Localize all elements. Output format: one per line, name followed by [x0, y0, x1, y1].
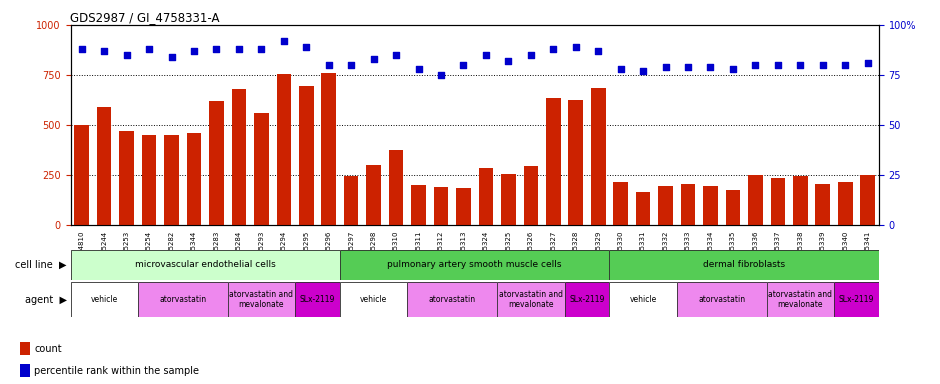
- Point: [726, 66, 741, 72]
- Point: [411, 66, 426, 72]
- Bar: [20, 343, 30, 355]
- Bar: [838, 182, 853, 225]
- Point: [815, 62, 830, 68]
- Text: vehicle: vehicle: [360, 295, 387, 304]
- Point: [142, 46, 157, 52]
- Bar: [501, 174, 516, 225]
- Point: [74, 46, 89, 52]
- Bar: [658, 186, 673, 225]
- Point: [501, 58, 516, 64]
- Text: vehicle: vehicle: [90, 295, 118, 304]
- Bar: [20, 364, 30, 377]
- Text: atorvastatin: atorvastatin: [429, 295, 476, 304]
- Point: [388, 52, 403, 58]
- Point: [164, 54, 180, 60]
- Point: [838, 62, 853, 68]
- Text: atorvastatin: atorvastatin: [698, 295, 745, 304]
- Point: [524, 52, 539, 58]
- Text: dermal fibroblasts: dermal fibroblasts: [703, 260, 785, 270]
- Text: SLx-2119: SLx-2119: [838, 295, 874, 304]
- Point: [860, 60, 875, 66]
- Text: SLx-2119: SLx-2119: [300, 295, 336, 304]
- Point: [568, 44, 583, 50]
- Point: [681, 64, 696, 70]
- Bar: [164, 135, 179, 225]
- Point: [231, 46, 246, 52]
- Text: microvascular endothelial cells: microvascular endothelial cells: [134, 260, 275, 270]
- Bar: [478, 168, 494, 225]
- Text: atorvastatin and
mevalonate: atorvastatin and mevalonate: [768, 290, 832, 309]
- Point: [703, 64, 718, 70]
- Point: [613, 66, 628, 72]
- Point: [186, 48, 201, 54]
- Bar: [771, 178, 785, 225]
- Point: [590, 48, 605, 54]
- Bar: [726, 190, 740, 225]
- Bar: [231, 89, 246, 225]
- Bar: [210, 101, 224, 225]
- Bar: [793, 176, 807, 225]
- Bar: [276, 74, 291, 225]
- Bar: [456, 188, 471, 225]
- Bar: [299, 86, 314, 225]
- Bar: [367, 165, 381, 225]
- Point: [792, 62, 807, 68]
- Bar: [546, 98, 560, 225]
- Text: pulmonary artery smooth muscle cells: pulmonary artery smooth muscle cells: [387, 260, 562, 270]
- Point: [771, 62, 786, 68]
- Point: [433, 72, 448, 78]
- Bar: [187, 133, 201, 225]
- Bar: [321, 73, 336, 225]
- Point: [748, 62, 763, 68]
- Text: SLx-2119: SLx-2119: [570, 295, 604, 304]
- Bar: [614, 182, 628, 225]
- Bar: [74, 125, 89, 225]
- Text: cell line  ▶: cell line ▶: [15, 260, 67, 270]
- Bar: [635, 192, 650, 225]
- Point: [321, 62, 337, 68]
- Text: agent  ▶: agent ▶: [24, 295, 67, 305]
- Bar: [433, 187, 448, 225]
- Bar: [860, 175, 875, 225]
- Point: [478, 52, 494, 58]
- Bar: [681, 184, 696, 225]
- Point: [97, 48, 112, 54]
- Point: [635, 68, 650, 74]
- Bar: [254, 113, 269, 225]
- Bar: [389, 150, 403, 225]
- Text: atorvastatin and
mevalonate: atorvastatin and mevalonate: [229, 290, 293, 309]
- Text: count: count: [35, 344, 62, 354]
- Text: GDS2987 / GI_4758331-A: GDS2987 / GI_4758331-A: [70, 11, 220, 24]
- Point: [658, 64, 673, 70]
- Bar: [816, 184, 830, 225]
- Bar: [142, 135, 156, 225]
- Bar: [344, 176, 358, 225]
- Point: [276, 38, 291, 44]
- Text: atorvastatin and
mevalonate: atorvastatin and mevalonate: [499, 290, 563, 309]
- Bar: [748, 175, 762, 225]
- Bar: [412, 185, 426, 225]
- Bar: [591, 88, 605, 225]
- Point: [344, 62, 359, 68]
- Bar: [703, 186, 718, 225]
- Point: [456, 62, 471, 68]
- Point: [366, 56, 382, 62]
- Bar: [569, 100, 583, 225]
- Point: [299, 44, 314, 50]
- Point: [546, 46, 561, 52]
- Bar: [97, 107, 112, 225]
- Text: atorvastatin: atorvastatin: [159, 295, 207, 304]
- Text: percentile rank within the sample: percentile rank within the sample: [35, 366, 199, 376]
- Bar: [524, 166, 538, 225]
- Bar: [119, 131, 133, 225]
- Point: [119, 52, 134, 58]
- Point: [254, 46, 269, 52]
- Text: vehicle: vehicle: [630, 295, 657, 304]
- Point: [209, 46, 224, 52]
